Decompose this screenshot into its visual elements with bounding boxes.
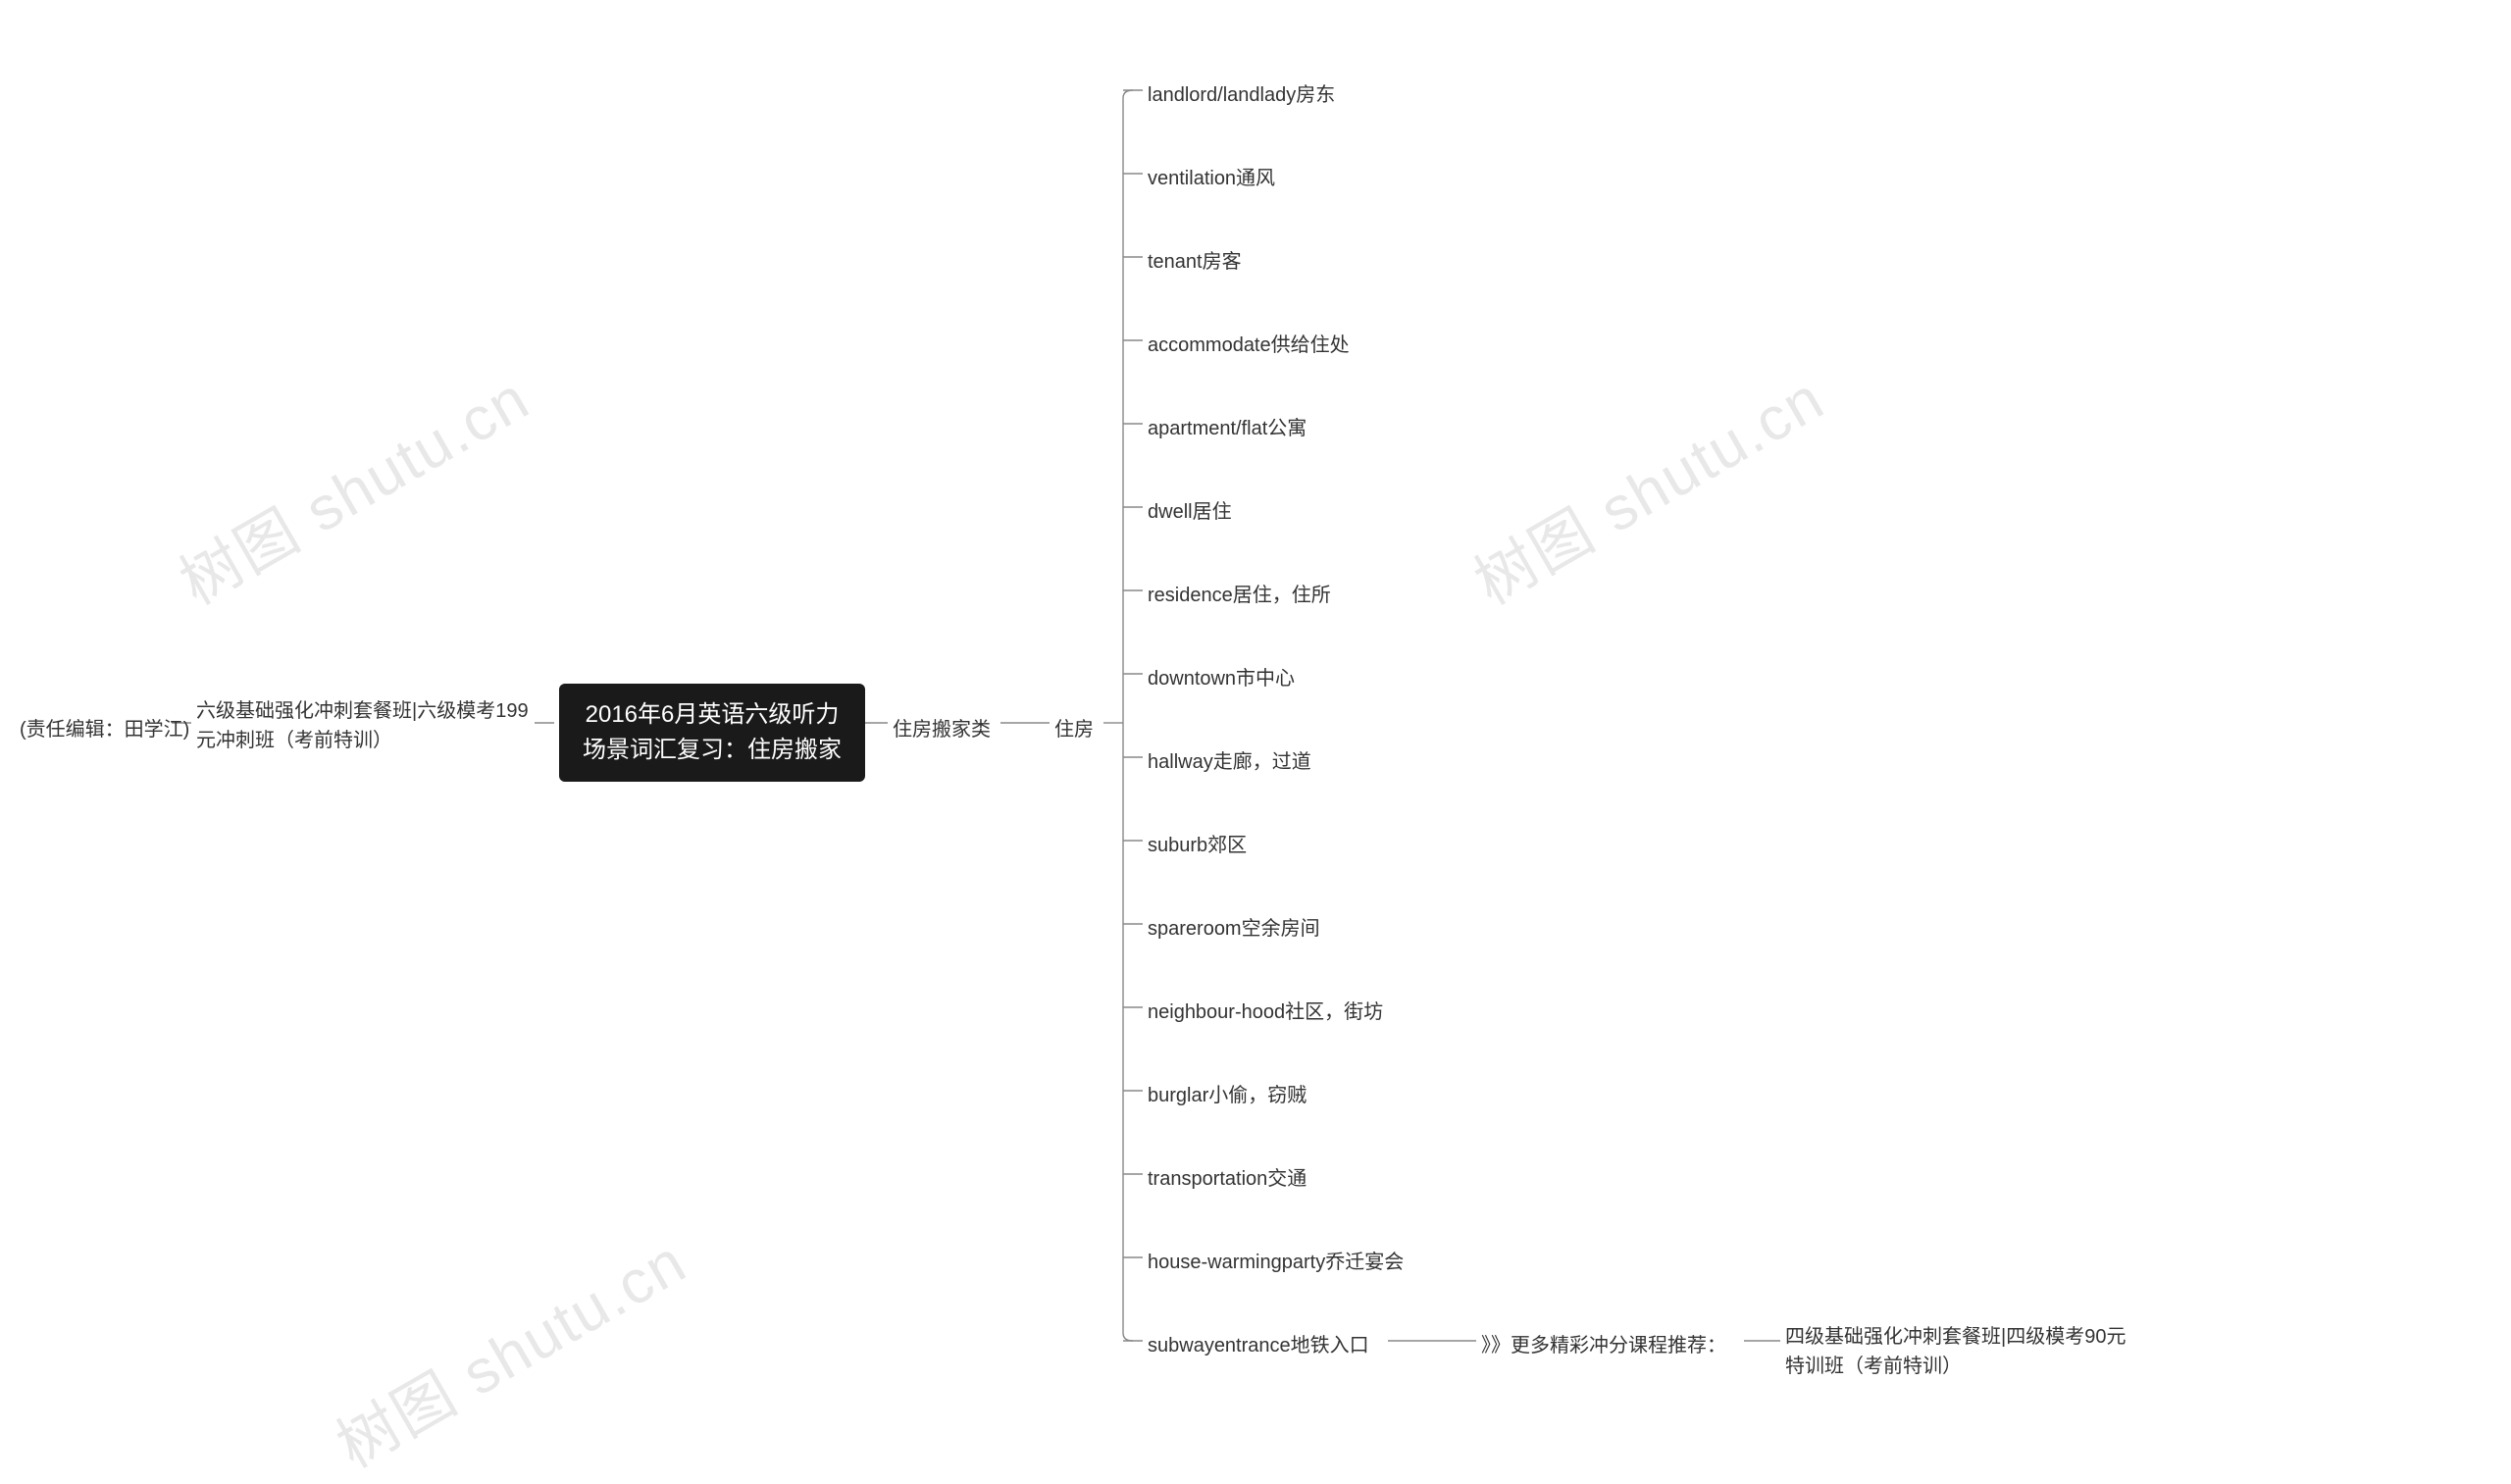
watermark: 树图 shutu.cn [1456, 350, 1837, 622]
mindmap-root[interactable]: 2016年6月英语六级听力 场景词汇复习：住房搬家 [559, 684, 865, 782]
leaf-item[interactable]: accommodate供给住处 [1148, 329, 1350, 357]
tail-leaf-node[interactable]: 四级基础强化冲刺套餐班|四级模考90元特训班（考前特训） [1785, 1322, 2138, 1381]
leaf-item[interactable]: subwayentrance地铁入口 [1148, 1329, 1369, 1357]
leaf-item[interactable]: burglar小偷，窃贼 [1148, 1079, 1307, 1107]
leaf-item[interactable]: residence居住，住所 [1148, 579, 1331, 607]
tail-mid-node[interactable]: 》》更多精彩冲分课程推荐： [1481, 1329, 1726, 1357]
leaf-item[interactable]: apartment/flat公寓 [1148, 412, 1307, 440]
leaf-item[interactable]: house-warmingparty乔迁宴会 [1148, 1246, 1404, 1274]
leaf-item[interactable]: dwell居住 [1148, 495, 1232, 524]
leaf-item[interactable]: spareroom空余房间 [1148, 912, 1320, 941]
leaf-item[interactable]: hallway走廊，过道 [1148, 745, 1311, 774]
watermark: 树图 shutu.cn [318, 1213, 699, 1484]
leaf-item[interactable]: neighbour-hood社区，街坊 [1148, 996, 1383, 1024]
leaf-item[interactable]: tenant房客 [1148, 245, 1242, 274]
category-node[interactable]: 住房搬家类 [893, 713, 991, 742]
root-line2: 场景词汇复习：住房搬家 [583, 737, 842, 763]
sub-node[interactable]: 住房 [1054, 713, 1094, 742]
leaf-item[interactable]: transportation交通 [1148, 1162, 1307, 1191]
left-leaf-node[interactable]: (责任编辑：田学江) [20, 713, 189, 742]
watermark: 树图 shutu.cn [161, 350, 542, 622]
root-line1: 2016年6月英语六级听力 [586, 701, 840, 728]
left-mid-node[interactable]: 六级基础强化冲刺套餐班|六级模考199元冲刺班（考前特训） [196, 696, 530, 755]
leaf-item[interactable]: downtown市中心 [1148, 662, 1295, 691]
leaf-item[interactable]: suburb郊区 [1148, 829, 1247, 857]
leaf-item[interactable]: landlord/landlady房东 [1148, 78, 1335, 107]
leaf-item[interactable]: ventilation通风 [1148, 162, 1275, 190]
